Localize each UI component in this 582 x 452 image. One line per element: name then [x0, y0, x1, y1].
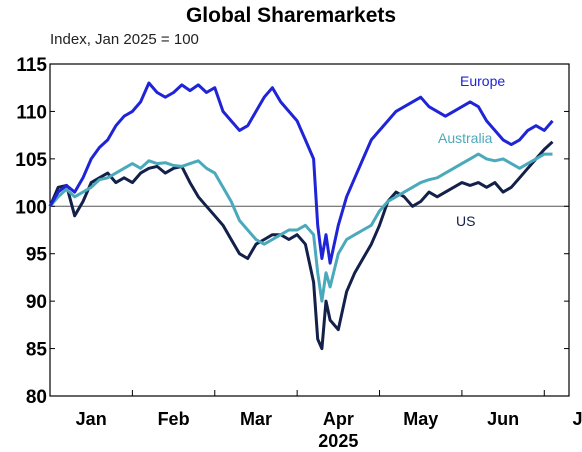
year-label: 2025 — [318, 431, 358, 451]
x-tick-label: Mar — [240, 409, 272, 429]
series-label-europe: Europe — [460, 73, 505, 89]
x-tick-label: May — [403, 409, 438, 429]
y-tick-label: 85 — [26, 340, 48, 361]
x-tick-label: Jan — [76, 409, 107, 429]
x-tick-label: Feb — [158, 409, 190, 429]
x-tick-label: Jun — [487, 409, 519, 429]
series-label-australia: Australia — [438, 130, 493, 146]
chart-subtitle: Index, Jan 2025 = 100 — [50, 31, 199, 48]
y-tick-label: 100 — [15, 197, 47, 218]
y-tick-label: 115 — [16, 55, 47, 76]
y-tick-label: 95 — [26, 245, 48, 266]
y-tick-label: 105 — [15, 150, 47, 171]
series-line-australia — [48, 152, 553, 303]
x-tick-label: Apr — [323, 409, 354, 429]
chart-title: Global Sharemarkets — [185, 4, 397, 27]
plot-frame — [49, 63, 570, 397]
y-tick-label: 110 — [16, 102, 47, 123]
series-label-us: US — [456, 213, 475, 229]
series-line-us — [48, 140, 554, 351]
y-tick-label: 90 — [26, 292, 47, 313]
series-line-europe — [48, 81, 554, 265]
x-tick-label: Jul — [572, 409, 582, 429]
y-tick-label: 80 — [26, 387, 47, 408]
